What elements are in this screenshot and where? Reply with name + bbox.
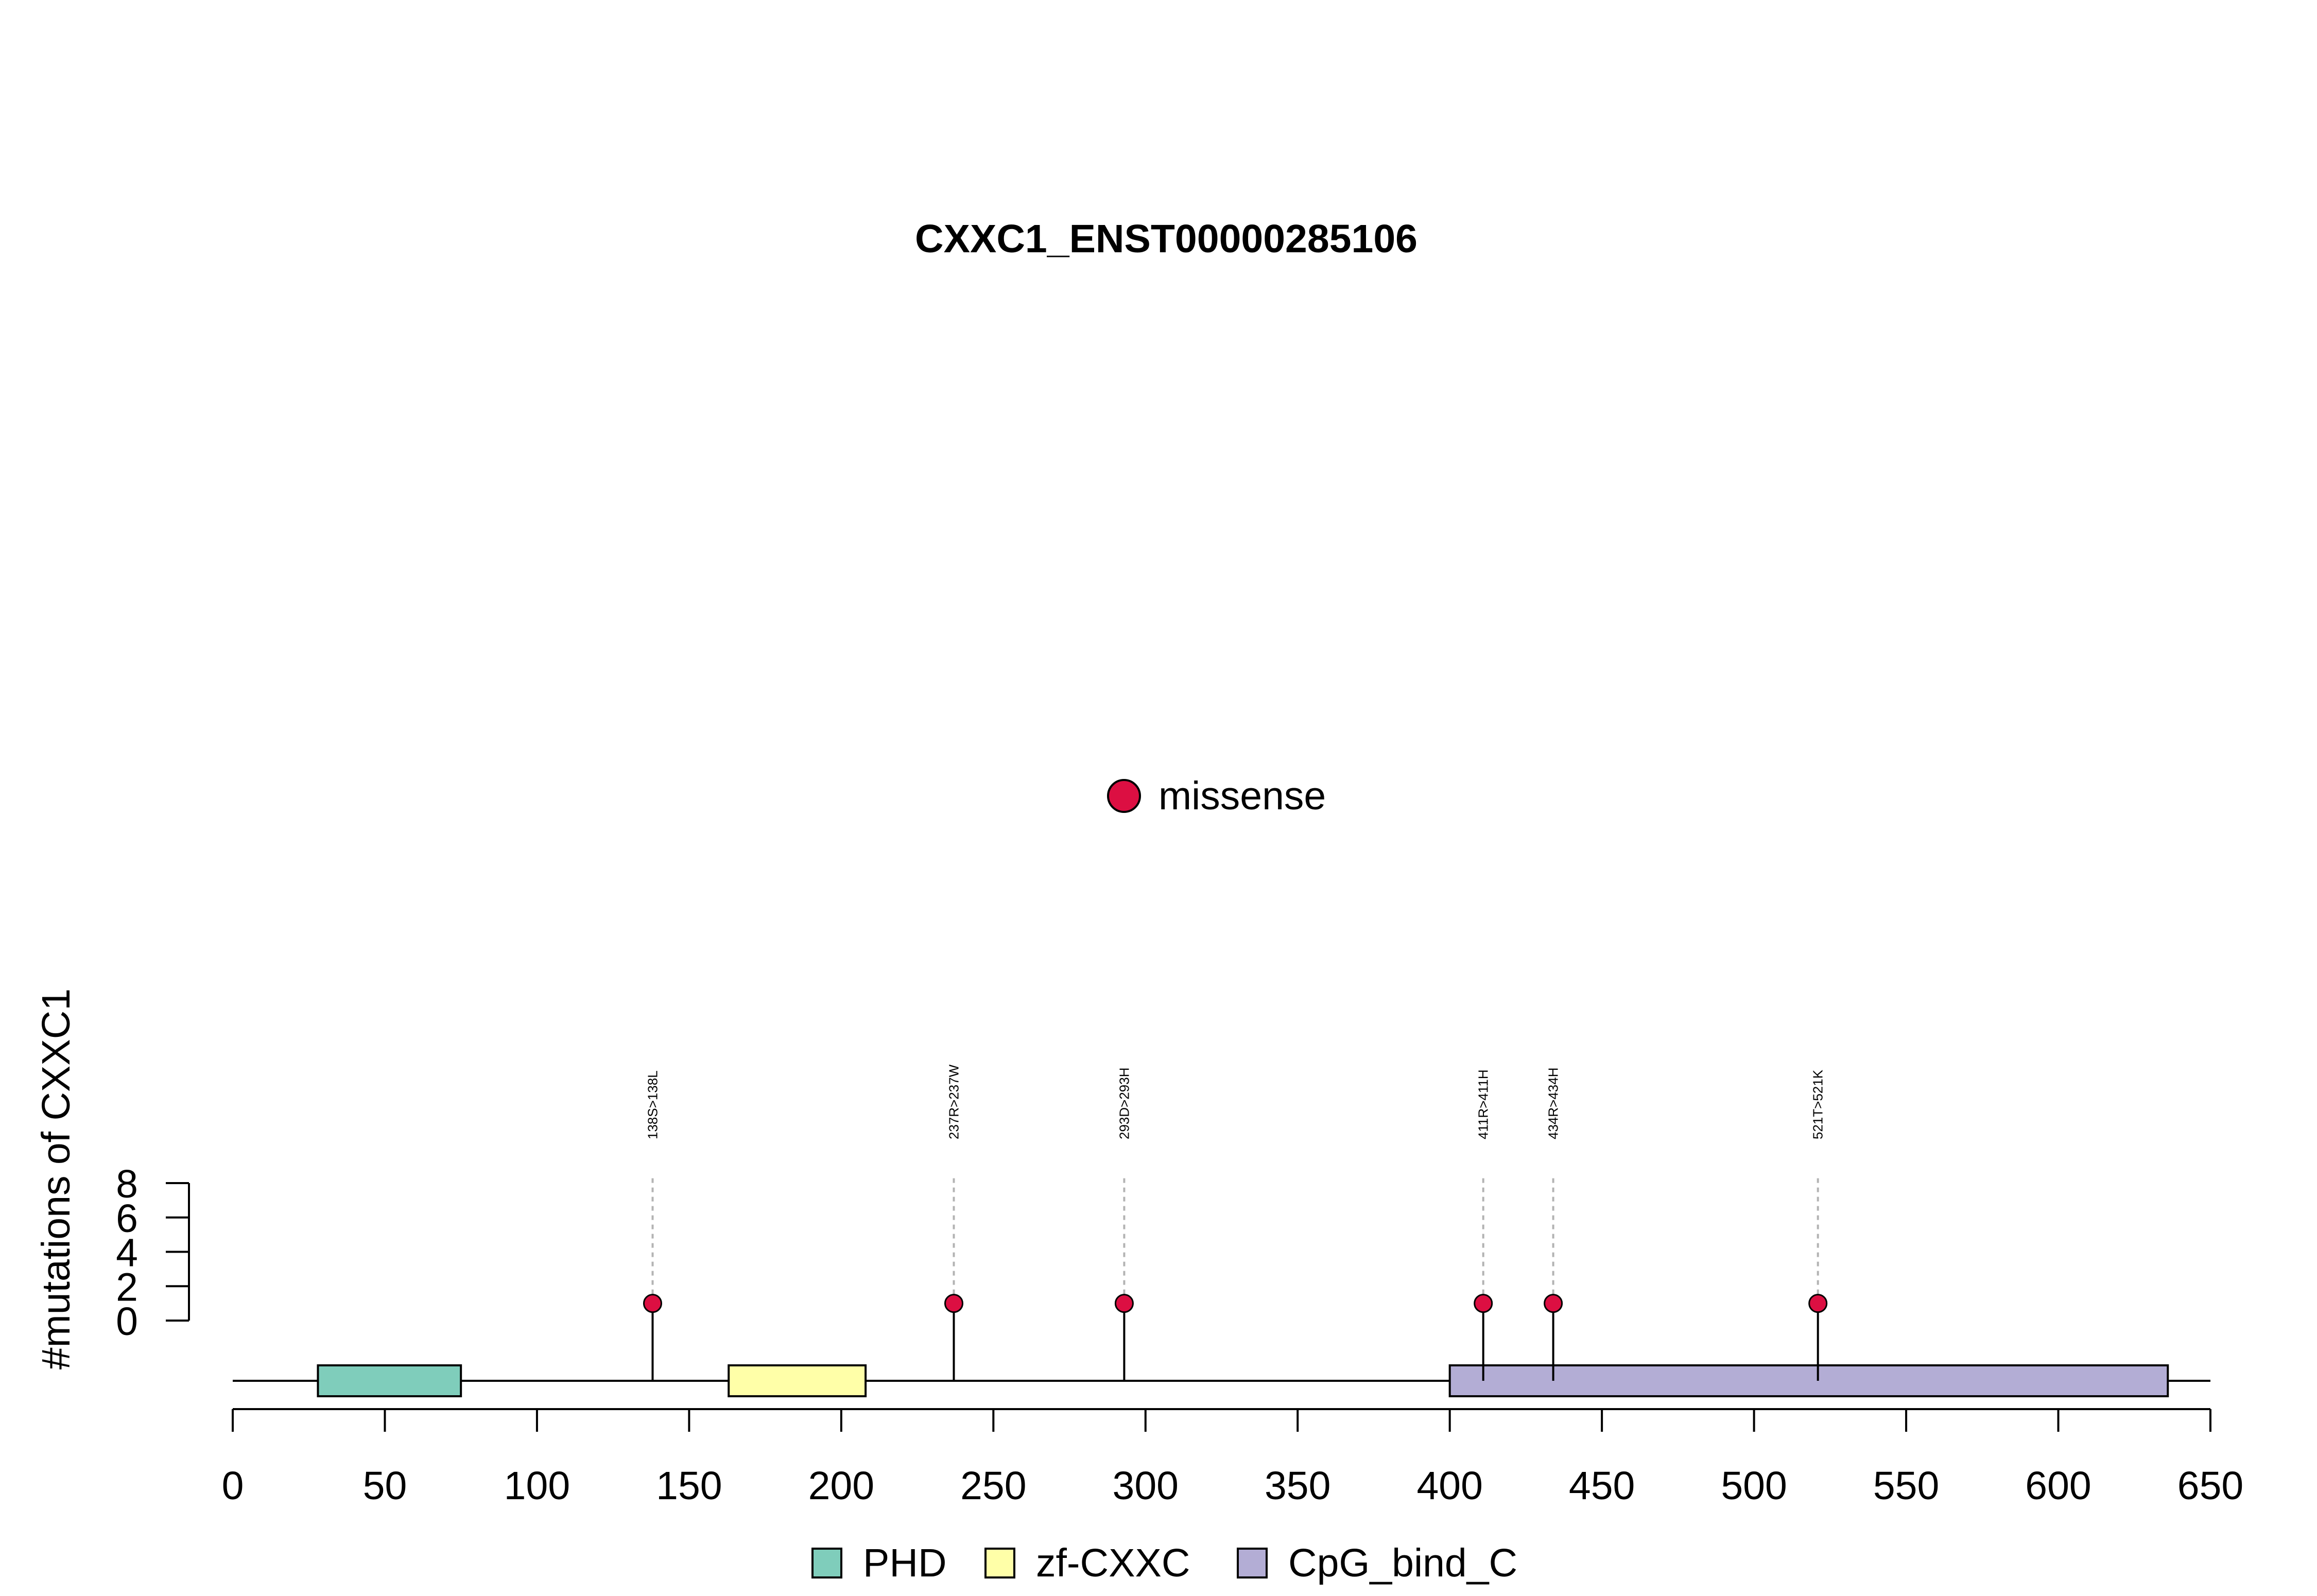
- mutation-legend: missense: [1107, 774, 1326, 818]
- mutation-lollipop: 411R>411H: [1474, 1069, 1493, 1381]
- domain-legend-label: CpG_bind_C: [1288, 1541, 1517, 1585]
- mutation-label: 293D>293H: [1116, 1068, 1132, 1140]
- domain-box-zf-cxxc: [728, 1364, 867, 1397]
- mutation-lollipops: 138S>138L 237R>237W 293D>293H 411R>411H 434R…: [643, 1064, 1828, 1381]
- mutation-label: 434R>434H: [1546, 1068, 1561, 1140]
- x-tick-label: 200: [808, 1464, 874, 1508]
- domain-legend-swatch: [984, 1548, 1015, 1578]
- x-tick-label: 150: [656, 1464, 722, 1508]
- x-tick-label: 650: [2177, 1464, 2243, 1508]
- x-tick-label: 550: [1873, 1464, 1939, 1508]
- domain-box-cpg-bind-c: [1448, 1364, 2169, 1397]
- x-tick-label: 400: [1416, 1464, 1482, 1508]
- mutation-dot: [1474, 1294, 1493, 1313]
- x-tick-label: 100: [504, 1464, 570, 1508]
- x-axis: 0 50 100 150 200 250 300 350 400 450 500 550 600 650: [222, 1408, 2243, 1508]
- y-tick-label: 6: [116, 1196, 138, 1241]
- x-tick-label: 0: [222, 1464, 244, 1508]
- mutation-legend-label: missense: [1158, 774, 1326, 818]
- mutation-lollipop: 521T>521K: [1808, 1069, 1828, 1381]
- domain-legend-swatch: [811, 1548, 842, 1578]
- y-tick-label: 0: [116, 1299, 138, 1344]
- mutation-dot: [643, 1294, 662, 1313]
- mutation-label: 521T>521K: [1810, 1069, 1826, 1139]
- domain-legend-label: PHD: [863, 1541, 947, 1585]
- chart-title: CXXC1_ENST00000285106: [915, 217, 1417, 261]
- x-tick-label: 500: [1721, 1464, 1787, 1508]
- mutation-label: 411R>411H: [1476, 1069, 1491, 1139]
- domain-legend: PHD zf-CXXC CpG_bind_C: [811, 1541, 1517, 1585]
- x-tick-label: 450: [1569, 1464, 1635, 1508]
- domain-box-phd: [317, 1364, 462, 1397]
- mutation-lollipop: 138S>138L: [643, 1070, 662, 1381]
- y-axis-label: #mutations of CXXC1: [34, 988, 78, 1369]
- y-tick-label: 8: [116, 1162, 138, 1206]
- mutation-lollipop: 434R>434H: [1544, 1068, 1563, 1381]
- x-tick-label: 600: [2025, 1464, 2091, 1508]
- y-tick-label: 2: [116, 1265, 138, 1309]
- domain-legend-label: zf-CXXC: [1036, 1541, 1190, 1585]
- mutation-dot: [944, 1294, 963, 1313]
- x-tick-label: 300: [1113, 1464, 1179, 1508]
- mutation-label: 138S>138L: [645, 1070, 660, 1139]
- mutation-dot: [1544, 1294, 1563, 1313]
- mutation-legend-symbol: [1107, 779, 1141, 813]
- domain-boxes: [317, 1364, 2169, 1397]
- x-tick-label: 50: [363, 1464, 407, 1508]
- mutation-label: 237R>237W: [946, 1064, 961, 1139]
- x-tick-label: 350: [1265, 1464, 1330, 1508]
- y-tick-label: 4: [116, 1231, 138, 1275]
- mutation-dot: [1114, 1294, 1134, 1313]
- mutation-lollipop: 293D>293H: [1114, 1068, 1134, 1381]
- x-tick-label: 250: [960, 1464, 1026, 1508]
- mutation-lollipop: 237R>237W: [944, 1064, 963, 1381]
- domain-legend-swatch: [1237, 1548, 1268, 1578]
- mutation-dot: [1808, 1294, 1828, 1313]
